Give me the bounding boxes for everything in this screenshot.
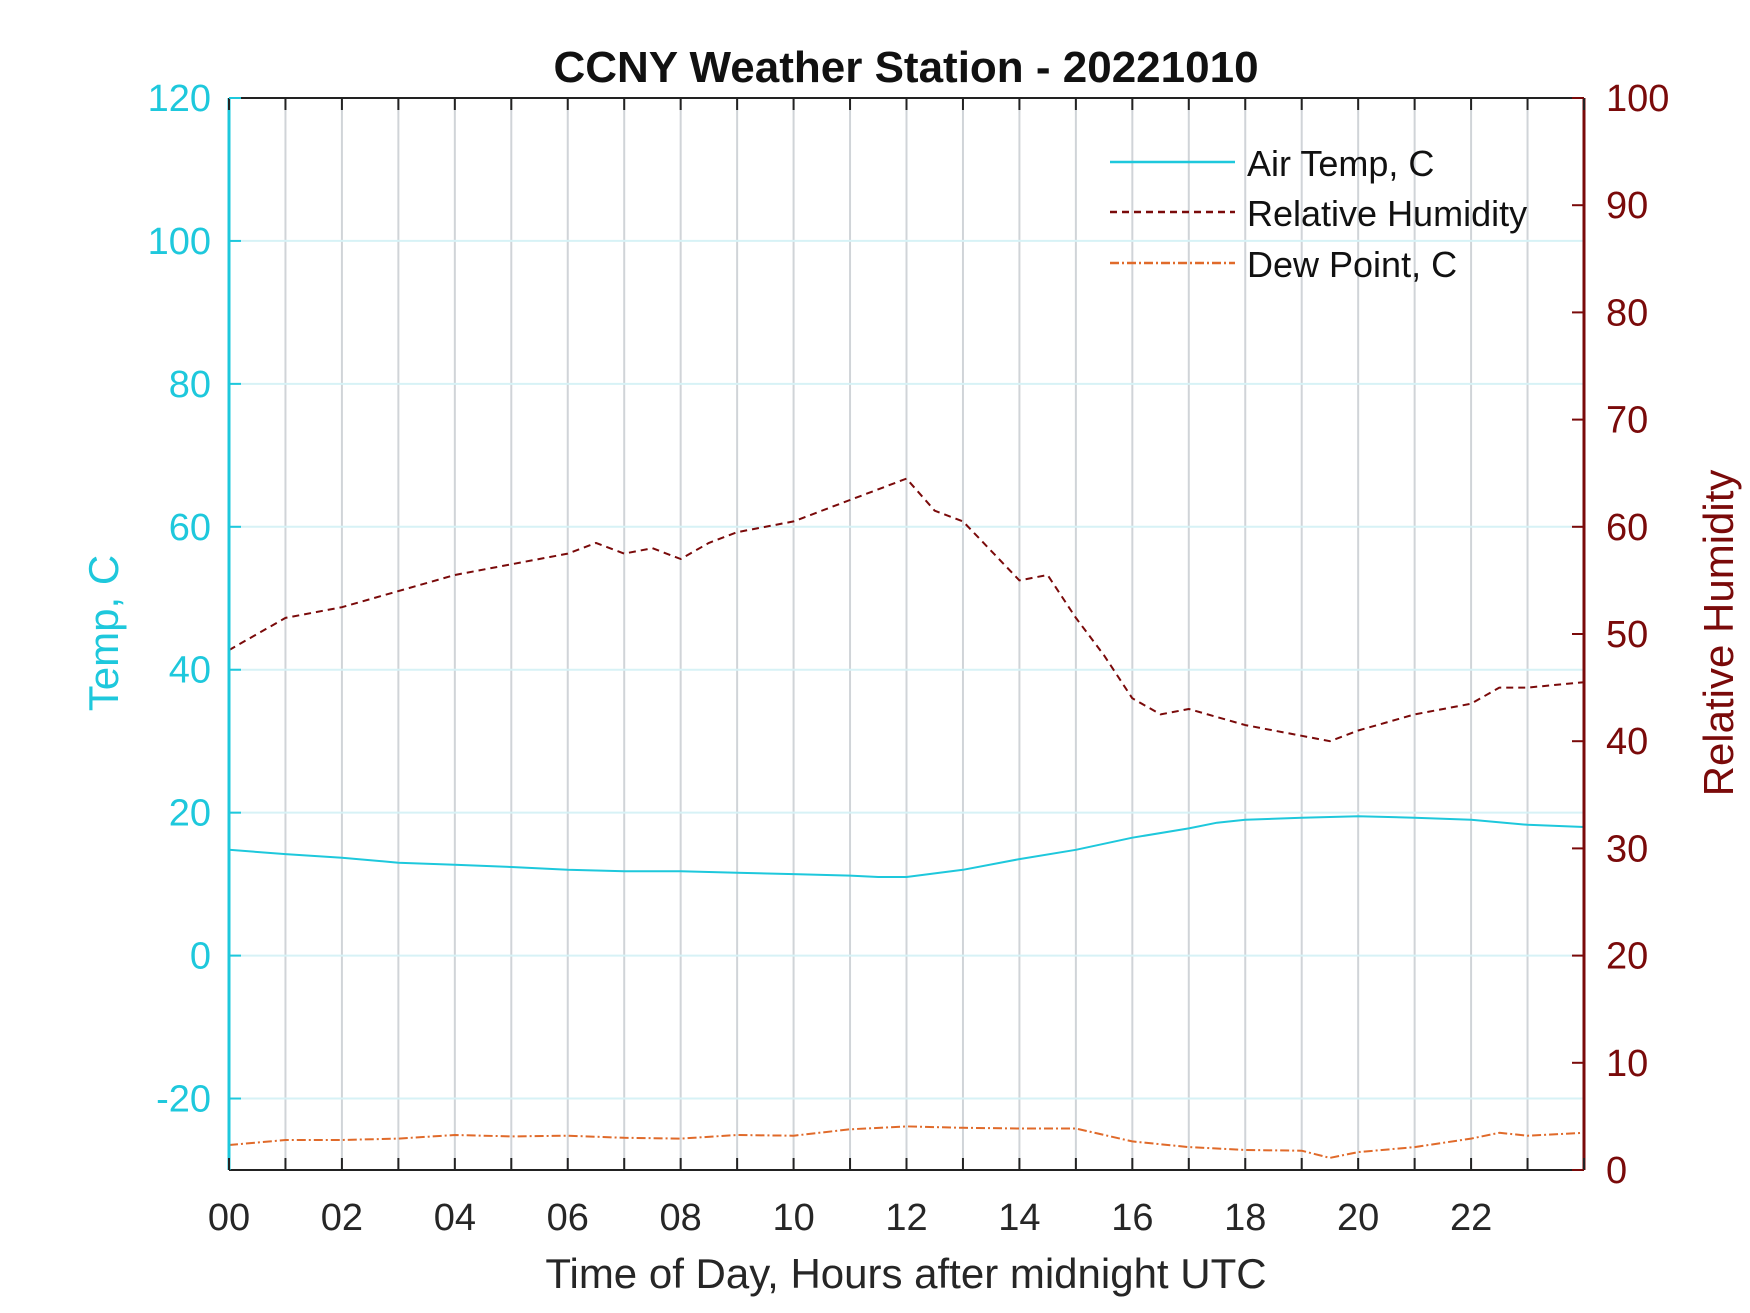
x-tick-label: 10 [772, 1197, 814, 1239]
x-tick-label: 06 [547, 1197, 589, 1239]
y-right-tick-label: 40 [1606, 721, 1648, 763]
y-right-tick-label: 20 [1606, 936, 1648, 978]
chart-title: CCNY Weather Station - 20221010 [553, 43, 1258, 92]
x-tick-label: 14 [998, 1197, 1040, 1239]
y-right-tick-label: 90 [1606, 185, 1648, 227]
y-axis-right-label: Relative Humidity [1695, 470, 1742, 797]
x-tick-label: 16 [1111, 1197, 1153, 1239]
y-left-tick-label: 120 [148, 78, 211, 120]
y-left-tick-label: 20 [169, 793, 211, 835]
x-tick-label: 12 [885, 1197, 927, 1239]
y-grid [229, 97, 1584, 1100]
x-tick-label: 08 [660, 1197, 702, 1239]
y-right-tick-label: 80 [1606, 292, 1648, 334]
x-tick-label: 20 [1337, 1197, 1379, 1239]
y-left-tick-label: 40 [169, 650, 211, 692]
x-tick-label: 18 [1224, 1197, 1266, 1239]
y-right-tick-label: 30 [1606, 828, 1648, 870]
x-tick-label: 00 [208, 1197, 250, 1239]
legend-label-air-temp: Air Temp, C [1247, 143, 1434, 184]
x-grid [228, 98, 1585, 1170]
x-tick-label: 04 [434, 1197, 476, 1239]
y-left-tick-label: 80 [169, 364, 211, 406]
series-lines [228, 477, 1585, 1159]
y-axis-left-label: Temp, C [80, 555, 127, 711]
series-line-dew-point [228, 1125, 1585, 1159]
y-left-tick-label: -20 [156, 1079, 211, 1121]
y-right-tick-label: 60 [1606, 507, 1648, 549]
x-tick-label: 02 [321, 1197, 363, 1239]
y-left-tick-label: 0 [190, 936, 211, 978]
y-right-tick-label: 100 [1606, 78, 1669, 120]
x-axis-label: Time of Day, Hours after midnight UTC [545, 1250, 1266, 1297]
legend-label-dew-point: Dew Point, C [1247, 244, 1457, 285]
y-left-tick-label: 100 [148, 221, 211, 263]
y-right-tick-label: 10 [1606, 1043, 1648, 1085]
axes [227, 97, 1586, 1171]
legend: Air Temp, C Relative Humidity Dew Point,… [1110, 143, 1527, 285]
y-left-tick-label: 60 [169, 507, 211, 549]
series-line-air-temp [228, 815, 1585, 878]
y-right-tick-label: 50 [1606, 614, 1648, 656]
tick-labels: 00 02 04 06 08 10 12 14 16 18 20 22-200204060801001… [148, 78, 1670, 1239]
legend-label-relative-humidity: Relative Humidity [1247, 193, 1527, 234]
x-tick-label: 22 [1450, 1197, 1492, 1239]
y-right-tick-label: 70 [1606, 400, 1648, 442]
series-line-relative-humidity [228, 477, 1585, 743]
y-right-tick-label: 0 [1606, 1150, 1627, 1192]
